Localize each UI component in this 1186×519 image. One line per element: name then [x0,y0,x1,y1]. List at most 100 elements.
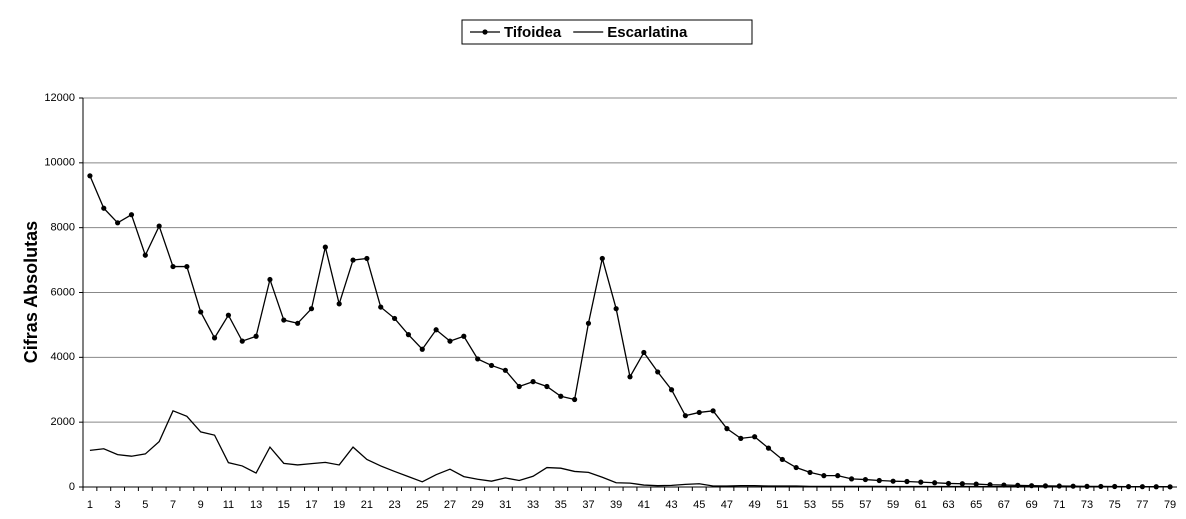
point [544,383,550,390]
point [821,473,827,479]
x-tick-label: 11 [223,499,234,511]
point [281,317,287,323]
x-tick-label: 65 [970,499,982,511]
point [184,263,190,270]
y-tick-label: 10000 [44,157,75,169]
x-tick-label: 75 [1109,499,1121,511]
point [932,480,938,486]
point [668,387,675,393]
point [793,464,799,471]
point [738,435,744,441]
x-tick-label: 79 [1164,499,1176,511]
series-line [89,409,1171,488]
x-tick-label: 27 [444,499,456,511]
x-tick-label: 53 [804,499,816,511]
x-tick-label: 77 [1136,499,1148,511]
x-tick-label: 33 [527,499,539,511]
point [765,445,772,451]
point [433,327,439,333]
point [115,220,121,226]
x-tick-label: 9 [198,499,204,511]
point [364,255,370,262]
point [170,263,176,270]
x-tick-label: 3 [115,499,121,511]
point [378,304,384,310]
x-tick-label: 25 [416,499,428,511]
x-tick-label: 13 [250,499,262,511]
point [391,315,398,322]
legend-label: Tifoidea [504,24,562,41]
x-tick-label: 31 [499,499,511,511]
point [502,367,508,373]
x-tick-label: 37 [582,499,594,511]
point [572,396,578,403]
y-tick-label: 0 [69,481,75,493]
point [613,306,619,312]
point [655,369,661,375]
point [835,473,841,479]
point [973,481,979,487]
point [516,383,522,390]
point [211,335,218,341]
point [461,333,467,339]
legend-label: Escarlatina [607,24,688,41]
x-tick-label: 61 [915,499,927,511]
point [308,306,315,312]
x-tick-label: 47 [721,499,733,511]
point [156,223,162,229]
point [752,434,758,440]
point [918,479,924,485]
point [641,349,647,356]
point [447,338,453,344]
point [475,356,481,362]
point [198,309,204,315]
x-tick-label: 55 [832,499,844,511]
point [101,205,107,211]
point [682,413,688,419]
point [530,379,536,385]
point [696,409,702,416]
x-tick-label: 51 [776,499,788,511]
point [862,476,869,483]
point [779,456,785,463]
point [945,480,952,487]
point [710,408,716,414]
point [558,393,564,399]
point [253,333,259,339]
point [239,338,245,344]
point [627,374,633,380]
x-tick-label: 5 [142,499,148,511]
point [848,476,855,482]
y-tick-label: 2000 [51,416,75,428]
point [959,481,965,487]
point [128,212,135,218]
point [295,320,301,326]
x-tick-label: 59 [887,499,899,511]
point [904,478,910,485]
series-line [89,175,1171,488]
point [267,276,273,283]
x-tick-label: 15 [278,499,290,511]
x-tick-label: 67 [998,499,1010,511]
point [599,255,605,262]
point [322,244,328,250]
x-tick-label: 57 [859,499,871,511]
x-tick-label: 71 [1053,499,1065,511]
point [724,426,730,432]
legend-box [461,19,753,45]
x-tick-label: 63 [942,499,954,511]
x-tick-label: 29 [472,499,484,511]
x-tick-label: 73 [1081,499,1093,511]
point [1028,483,1035,489]
x-tick-label: 41 [638,499,650,511]
x-tick-label: 69 [1025,499,1037,511]
point [807,469,813,476]
point [87,173,93,179]
point [488,362,495,369]
x-tick-label: 1 [87,499,93,511]
point [1042,483,1049,489]
point [336,301,342,307]
legend-marker [482,29,488,35]
point [890,478,896,484]
point [585,320,592,326]
